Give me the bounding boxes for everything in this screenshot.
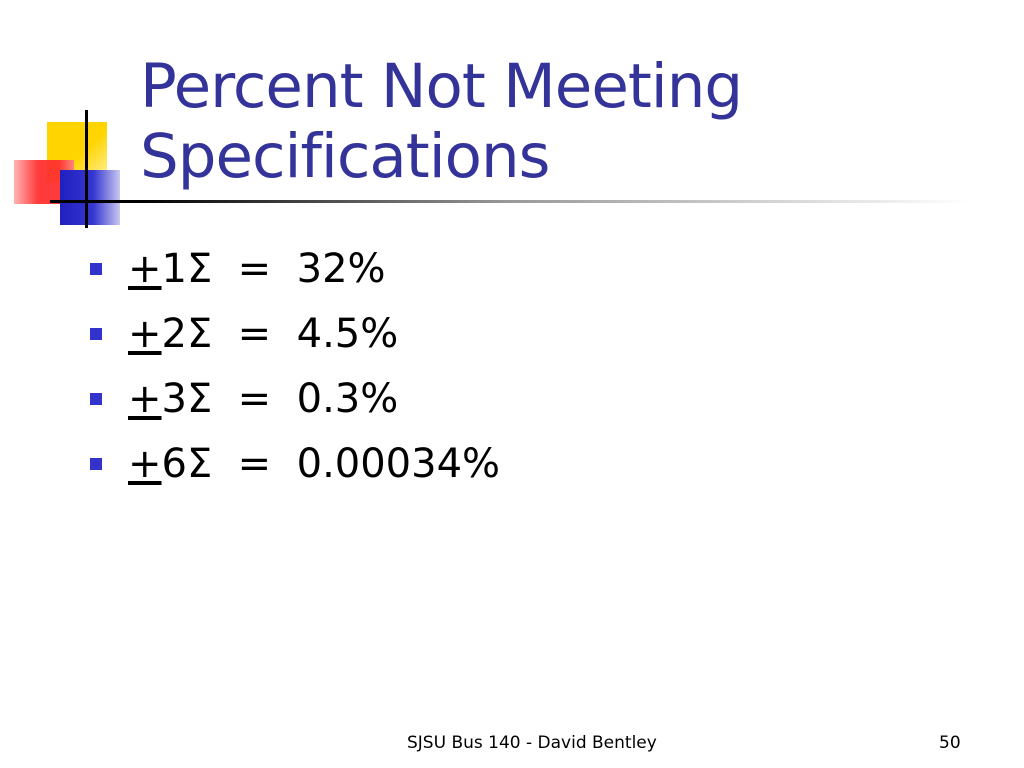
- bullet-value: 3Σ = 0.3%: [161, 375, 399, 422]
- bullet-square-icon: [90, 262, 102, 275]
- bullet-text: +2Σ = 4.5%: [128, 311, 398, 357]
- bullet-list: +1Σ = 32% +2Σ = 4.5% +3Σ = 0.3% +6Σ = 0.…: [90, 236, 500, 496]
- page-number: 50: [939, 733, 961, 753]
- logo-blue-square: [60, 170, 120, 225]
- slide-title: Percent Not Meeting Specifications: [140, 51, 743, 192]
- plus-minus-sign: +: [128, 245, 162, 292]
- bullet-text: +3Σ = 0.3%: [128, 376, 398, 422]
- footer-text: SJSU Bus 140 - David Bentley: [407, 733, 657, 753]
- title-divider: [50, 200, 970, 203]
- bullet-square-icon: [90, 327, 102, 340]
- bullet-value: 1Σ = 32%: [161, 245, 386, 292]
- bullet-value: 2Σ = 4.5%: [161, 310, 399, 357]
- logo-vertical-line: [85, 110, 88, 228]
- bullet-square-icon: [90, 392, 102, 405]
- plus-minus-sign: +: [128, 440, 162, 487]
- bullet-square-icon: [90, 457, 102, 470]
- bullet-value: 6Σ = 0.00034%: [161, 440, 501, 487]
- list-item: +3Σ = 0.3%: [90, 366, 500, 431]
- plus-minus-sign: +: [128, 375, 162, 422]
- bullet-text: +6Σ = 0.00034%: [128, 441, 500, 487]
- list-item: +6Σ = 0.00034%: [90, 431, 500, 496]
- plus-minus-sign: +: [128, 310, 162, 357]
- bullet-text: +1Σ = 32%: [128, 246, 386, 292]
- list-item: +1Σ = 32%: [90, 236, 500, 301]
- list-item: +2Σ = 4.5%: [90, 301, 500, 366]
